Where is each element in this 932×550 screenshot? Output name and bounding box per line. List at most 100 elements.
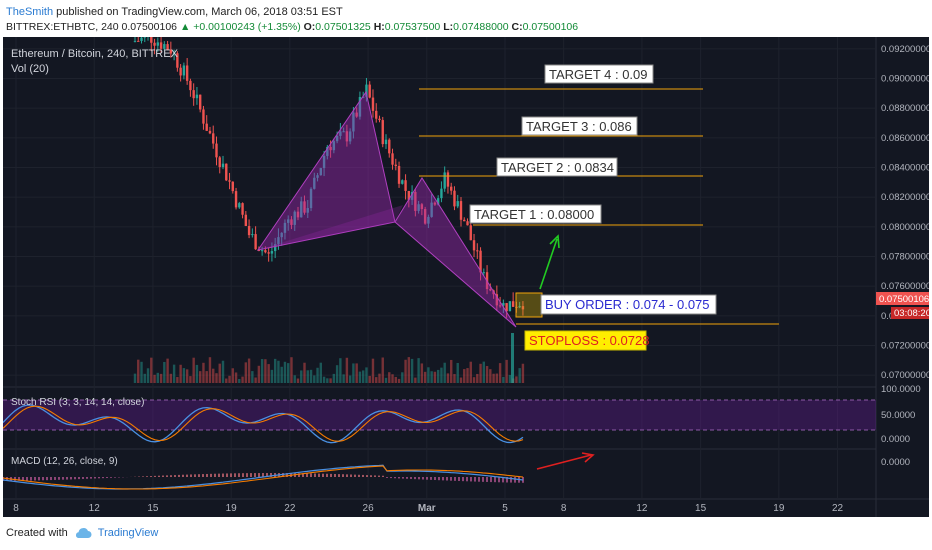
candle-body[interactable] <box>280 232 283 238</box>
candle-body[interactable] <box>482 272 486 274</box>
candle-body[interactable] <box>332 141 336 151</box>
candle-body[interactable] <box>192 90 195 99</box>
candle-body[interactable] <box>511 301 515 307</box>
candle-body[interactable] <box>137 40 140 42</box>
target-lines[interactable] <box>419 88 779 325</box>
candle-body[interactable] <box>433 202 437 205</box>
time-axis[interactable]: 8 12 15 19 22 26 Mar 5 8 12 15 19 22 <box>13 503 843 514</box>
candle-body[interactable] <box>287 219 290 223</box>
harmonic-pattern[interactable] <box>256 90 517 328</box>
candle-body[interactable] <box>172 53 176 55</box>
candle-body[interactable] <box>397 165 401 184</box>
candle-body[interactable] <box>384 139 388 145</box>
candle-body[interactable] <box>355 112 358 117</box>
candle-body[interactable] <box>228 180 231 182</box>
tradingview-link[interactable]: TradingView <box>97 527 159 539</box>
candle-body[interactable] <box>469 225 472 241</box>
candle-body[interactable] <box>521 306 525 310</box>
candle-body[interactable] <box>391 153 394 165</box>
candle-body[interactable] <box>466 221 469 226</box>
candle-body[interactable] <box>303 201 306 213</box>
candle-body[interactable] <box>238 203 241 208</box>
candle-body[interactable] <box>182 65 186 76</box>
candle-body[interactable] <box>309 188 313 209</box>
candle-body[interactable] <box>378 118 381 121</box>
target1-label[interactable]: TARGET 1 : 0.08000 <box>469 204 602 224</box>
candle-body[interactable] <box>440 188 443 199</box>
candle-body[interactable] <box>202 109 205 124</box>
chart-container[interactable]: TARGET 4 : 0.09 TARGET 3 : 0.086 TARGET … <box>3 37 929 517</box>
candle-body[interactable] <box>133 40 137 42</box>
candle-body[interactable] <box>150 37 153 43</box>
chart-svg[interactable]: TARGET 4 : 0.09 TARGET 3 : 0.086 TARGET … <box>3 37 929 517</box>
candle-body[interactable] <box>404 180 407 191</box>
green-arrow[interactable] <box>539 234 560 290</box>
candle-body[interactable] <box>326 146 329 156</box>
candle-body[interactable] <box>375 110 378 119</box>
candle-body[interactable] <box>329 146 332 151</box>
candle-body[interactable] <box>345 131 349 142</box>
candle-body[interactable] <box>495 294 499 306</box>
candle-body[interactable] <box>463 219 466 222</box>
candle-body[interactable] <box>185 65 189 81</box>
candle-body[interactable] <box>221 163 225 168</box>
candle-body[interactable] <box>166 44 169 50</box>
candle-body[interactable] <box>260 250 264 252</box>
candle-body[interactable] <box>270 251 274 254</box>
macd-signal-line[interactable] <box>3 465 524 490</box>
stoch-k-line[interactable] <box>3 404 524 444</box>
candle-body[interactable] <box>189 80 192 91</box>
buy-order-label[interactable]: BUY ORDER : 0.074 - 0.075 <box>540 294 717 315</box>
candle-body[interactable] <box>410 191 414 200</box>
candle-body[interactable] <box>479 250 482 273</box>
candle-body[interactable] <box>231 181 234 192</box>
candle-body[interactable] <box>381 120 384 145</box>
candle-body[interactable] <box>273 244 277 252</box>
candle-body[interactable] <box>446 172 450 187</box>
author-link[interactable]: TheSmith <box>6 6 54 18</box>
candle-body[interactable] <box>417 204 420 211</box>
candle-body[interactable] <box>414 191 417 211</box>
candle-body[interactable] <box>423 209 427 224</box>
macd-line[interactable] <box>3 464 524 490</box>
candle-body[interactable] <box>502 303 505 306</box>
candle-body[interactable] <box>234 191 238 208</box>
candle-body[interactable] <box>371 97 375 111</box>
stoch-d-line[interactable] <box>3 405 524 442</box>
candle-body[interactable] <box>169 49 173 54</box>
candle-body[interactable] <box>316 175 319 178</box>
candle-body[interactable] <box>443 172 446 189</box>
candle-body[interactable] <box>264 250 267 253</box>
candle-body[interactable] <box>358 97 362 117</box>
candle-body[interactable] <box>335 135 339 142</box>
candle-body[interactable] <box>153 42 156 46</box>
candle-body[interactable] <box>322 155 326 169</box>
candle-body[interactable] <box>159 42 163 49</box>
candle-body[interactable] <box>218 157 221 168</box>
candle-body[interactable] <box>208 130 212 134</box>
candle-body[interactable] <box>339 131 342 136</box>
target3-label[interactable]: TARGET 3 : 0.086 <box>521 116 638 136</box>
candle-body[interactable] <box>352 112 355 132</box>
candle-body[interactable] <box>476 250 479 252</box>
candle-body[interactable] <box>241 203 244 215</box>
candle-body[interactable] <box>430 202 433 217</box>
candle-body[interactable] <box>489 289 492 291</box>
candle-body[interactable] <box>195 94 199 99</box>
candle-body[interactable] <box>407 190 411 200</box>
candle-body[interactable] <box>179 67 182 76</box>
candle-body[interactable] <box>251 234 254 236</box>
target2-label[interactable]: TARGET 2 : 0.0834 <box>496 157 618 177</box>
price-axis[interactable]: 0.09200000 0.09000000 0.08800000 0.08600000… <box>881 44 929 381</box>
candle-body[interactable] <box>290 219 293 225</box>
candle-body[interactable] <box>306 208 309 213</box>
candle-body[interactable] <box>450 186 453 191</box>
candle-body[interactable] <box>365 84 368 97</box>
candle-body[interactable] <box>459 201 463 220</box>
candle-body[interactable] <box>388 139 391 154</box>
candle-body[interactable] <box>453 190 456 207</box>
candle-body[interactable] <box>394 164 397 166</box>
candle-body[interactable] <box>401 180 404 184</box>
candle-body[interactable] <box>198 94 202 110</box>
candle-body[interactable] <box>420 204 424 210</box>
